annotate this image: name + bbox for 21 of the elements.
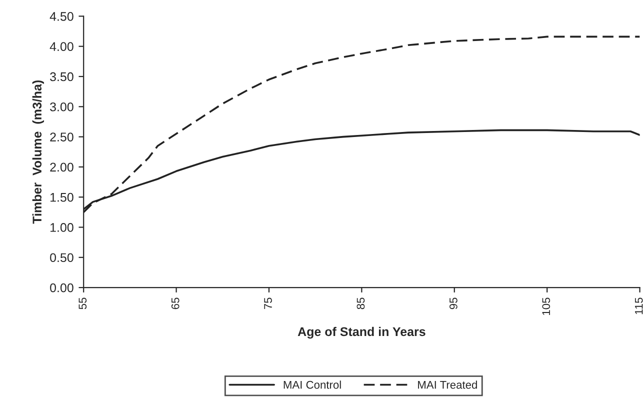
y-tick-label: 3.50 [50, 72, 74, 82]
x-axis-title: Age of Stand in Years [298, 326, 426, 339]
y-tick-label: 0.50 [50, 253, 74, 262]
legend-label: MAI Control [284, 380, 341, 389]
x-tick-label: 75 [264, 298, 272, 310]
y-tick-label: 0.00 [50, 283, 74, 292]
x-tick-label: 105 [542, 298, 550, 315]
y-tick-label: 1.00 [50, 223, 74, 232]
x-tick-label: 95 [450, 298, 458, 310]
y-tick-label: 4.50 [50, 12, 74, 21]
y-tick-label: 4.00 [50, 42, 74, 51]
y-axis-title: Timber Volume (m3/ha) [32, 80, 44, 224]
legend-label: MAI Treated [418, 380, 477, 389]
y-tick-label: 2.00 [50, 162, 74, 172]
x-tick-label: 115 [635, 298, 643, 314]
x-tick-label: 85 [356, 298, 365, 310]
y-tick-label: 1.50 [50, 192, 74, 202]
y-tick-label: 3.00 [50, 102, 74, 112]
y-tick-label: 2.50 [50, 132, 74, 142]
x-tick-label: 65 [171, 298, 180, 310]
x-tick-label: 55 [78, 298, 87, 310]
